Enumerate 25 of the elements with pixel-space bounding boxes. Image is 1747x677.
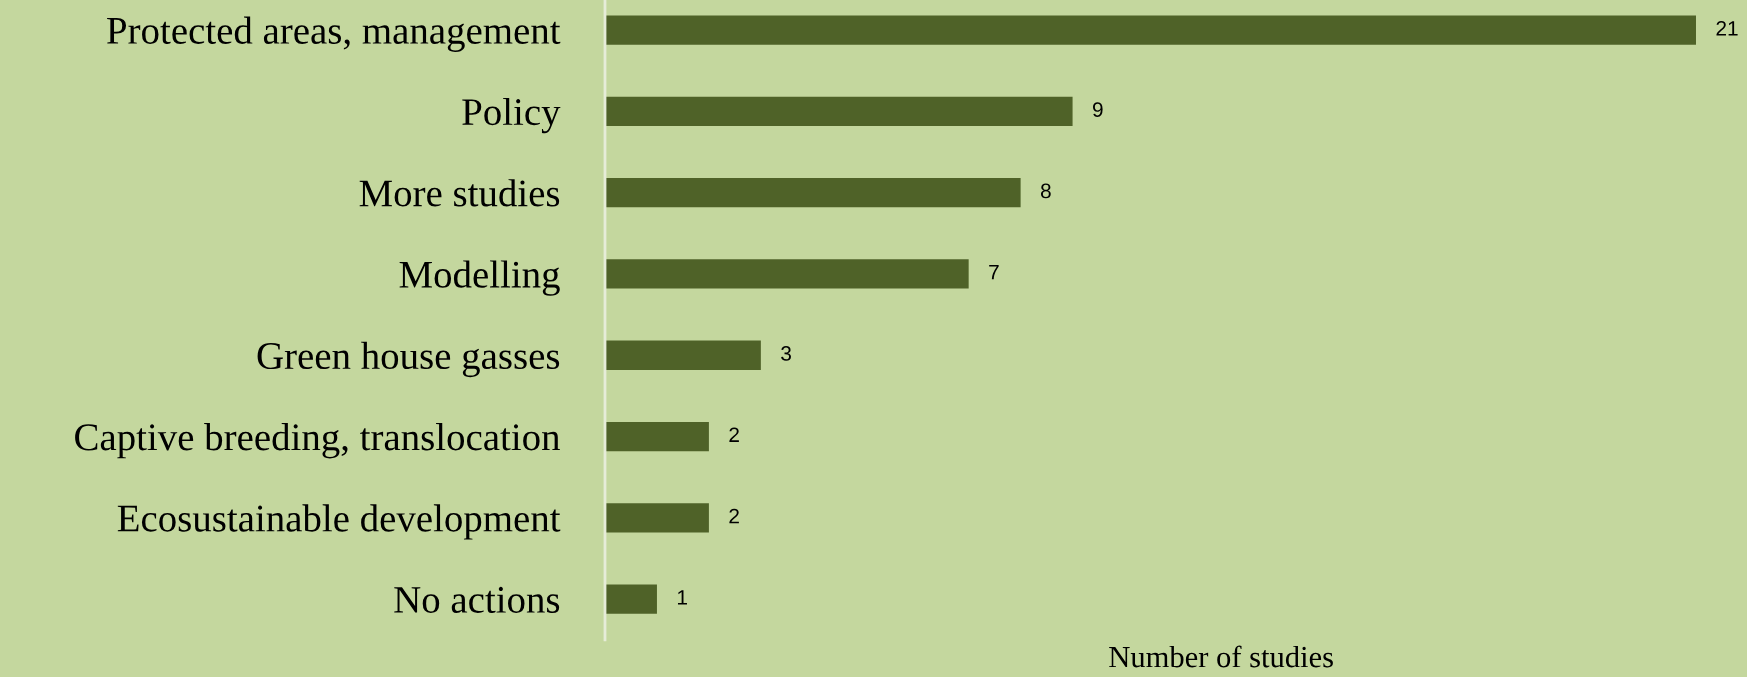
bar bbox=[605, 503, 709, 533]
data-label: 3 bbox=[781, 346, 791, 361]
data-label: 21 bbox=[1716, 20, 1738, 36]
y-tick-label: Modelling bbox=[399, 260, 560, 296]
data-label: 2 bbox=[729, 427, 739, 442]
bar bbox=[605, 340, 761, 370]
y-tick-label: Protected areas, management bbox=[107, 16, 561, 52]
bar bbox=[605, 259, 969, 289]
y-tick-label: Policy bbox=[462, 97, 561, 134]
bar bbox=[605, 15, 1696, 45]
x-axis-title: Number of studies bbox=[1109, 645, 1333, 668]
bar bbox=[605, 96, 1073, 126]
data-label: 7 bbox=[989, 265, 999, 280]
y-tick-label: More studies bbox=[359, 179, 560, 207]
data-label: 1 bbox=[677, 590, 687, 605]
bar bbox=[605, 421, 709, 452]
data-label: 2 bbox=[729, 508, 739, 524]
bar bbox=[605, 178, 1021, 208]
y-tick-label: Captive breeding, translocation bbox=[75, 423, 560, 459]
data-label: 8 bbox=[1040, 183, 1051, 199]
data-label: 9 bbox=[1092, 102, 1103, 117]
bar bbox=[605, 584, 657, 614]
y-tick-label: Ecosustainable development bbox=[117, 504, 561, 540]
y-tick-label: No actions bbox=[394, 586, 560, 613]
y-tick-label: Green house gasses bbox=[257, 341, 560, 378]
